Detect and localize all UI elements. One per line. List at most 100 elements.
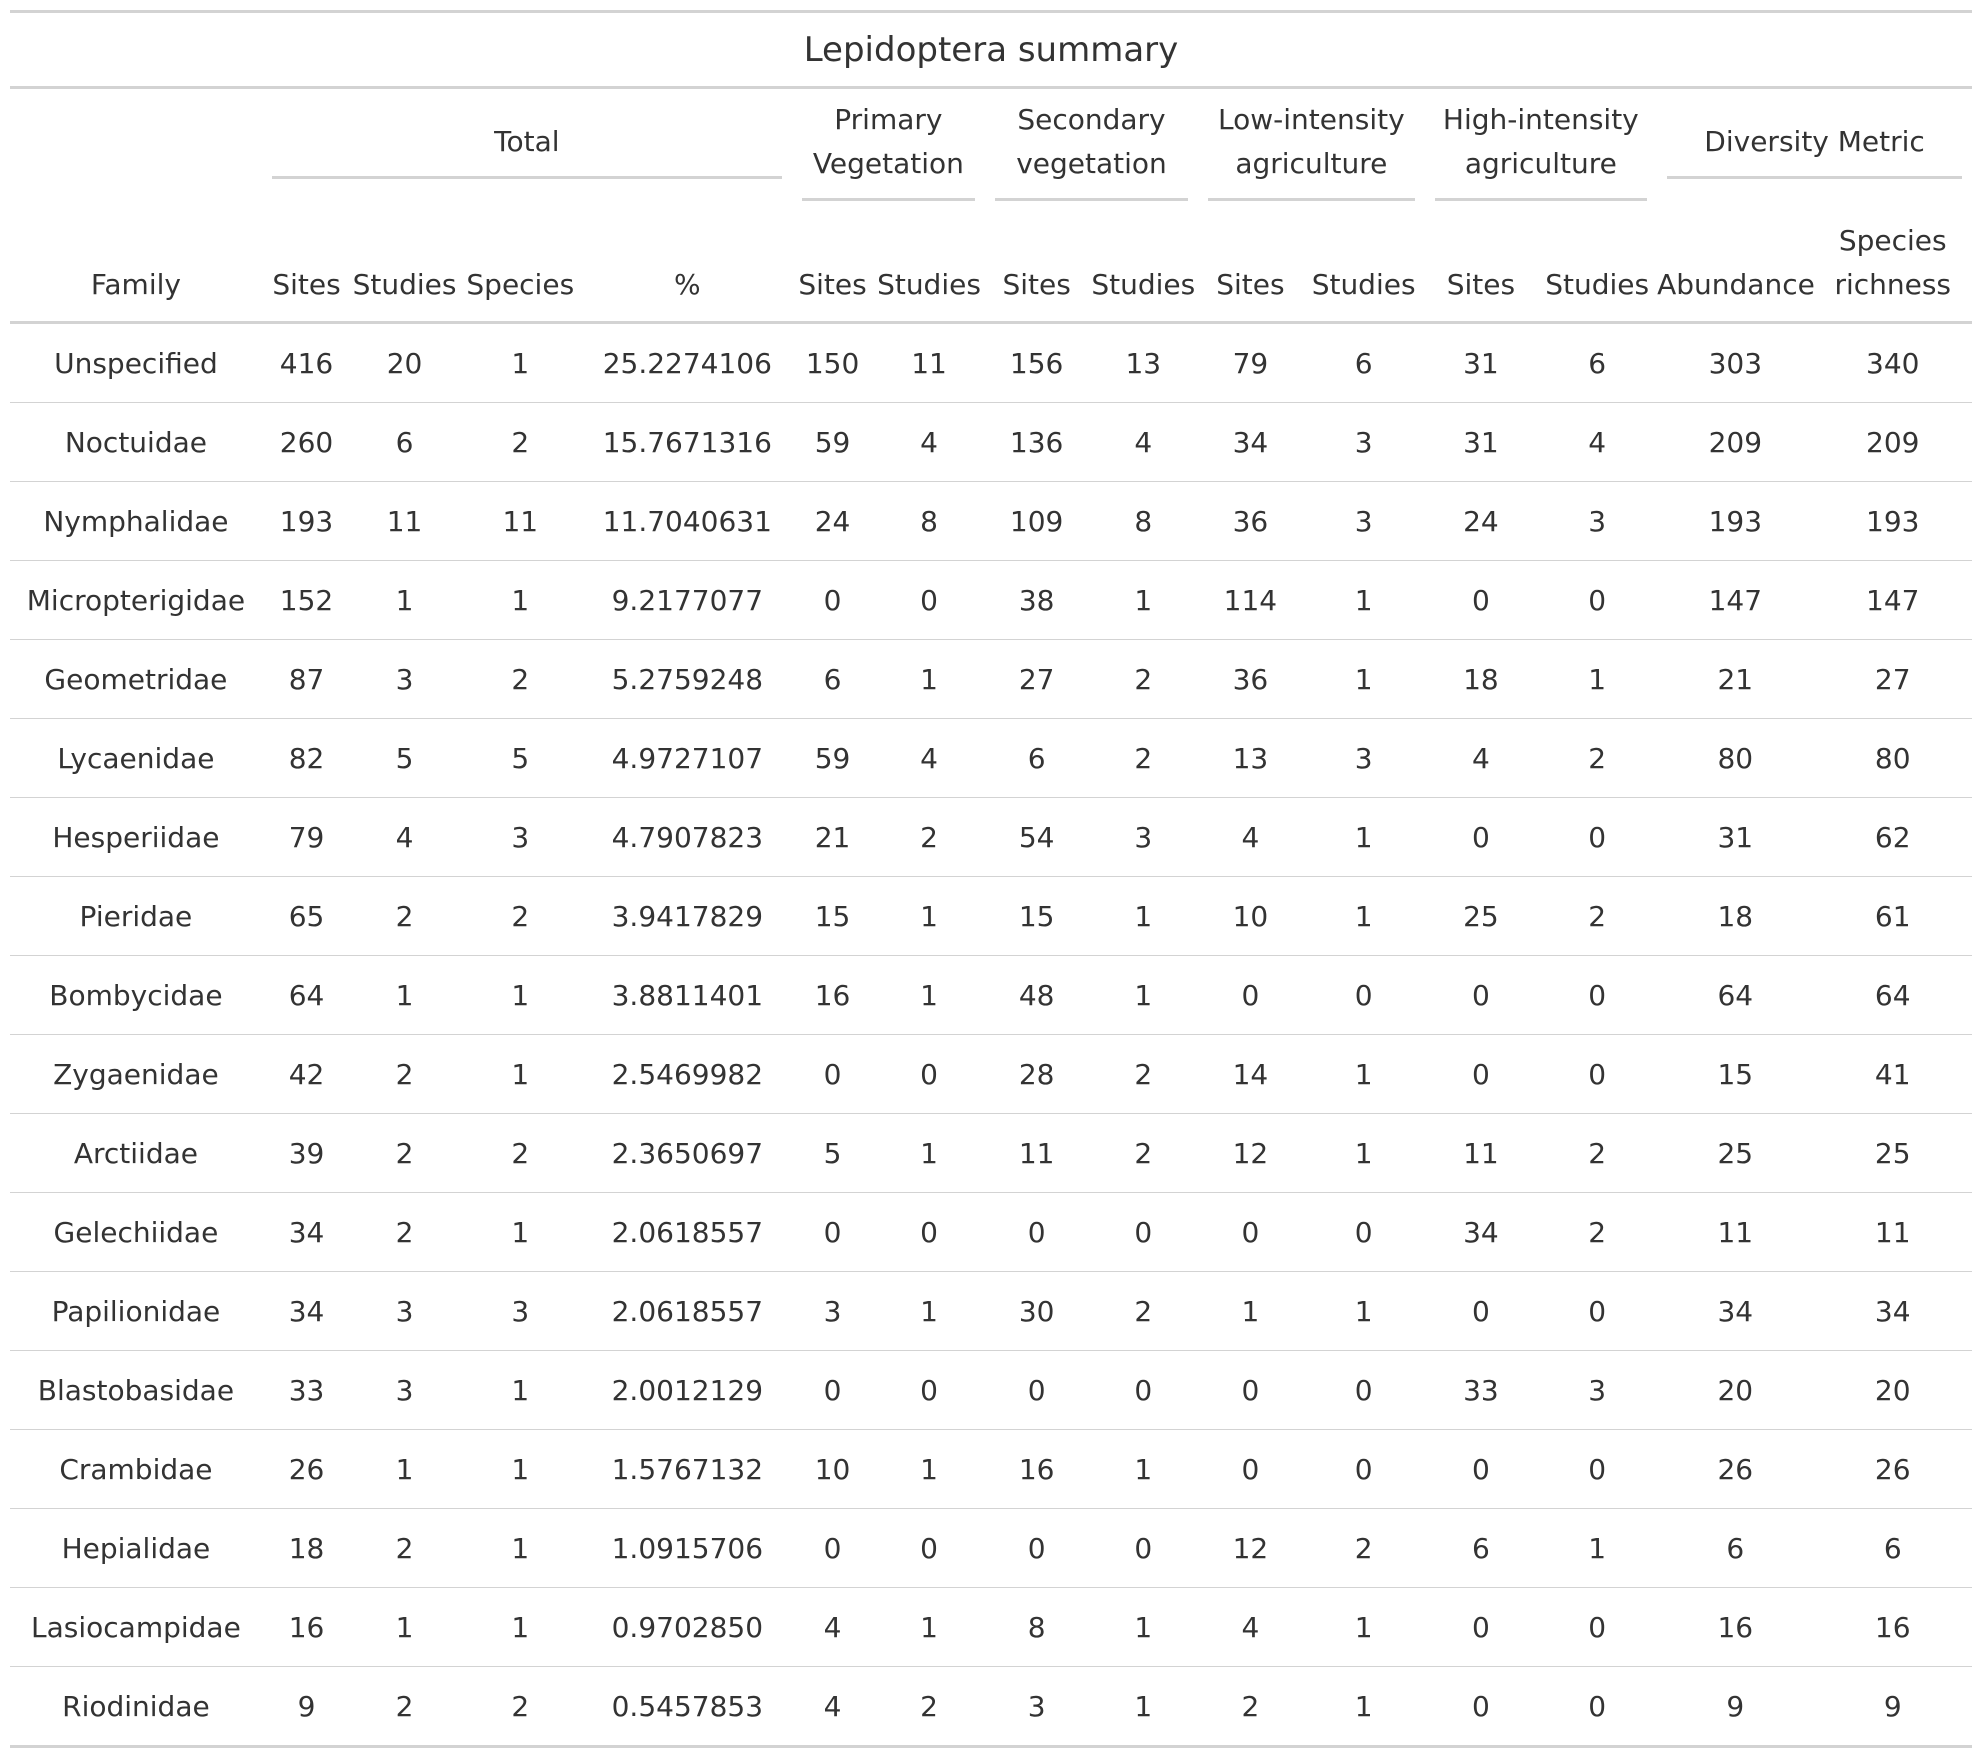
- cell-family: Arctiidae: [10, 1113, 262, 1193]
- cell-secondary-sites: 30: [984, 1271, 1089, 1351]
- cell-high-sites: 0: [1424, 955, 1538, 1035]
- cell-primary-sites: 4: [791, 1587, 874, 1667]
- cell-high-studies: 2: [1537, 876, 1658, 956]
- cell-secondary-sites: 6: [984, 718, 1089, 798]
- cell-abundance: 16: [1657, 1587, 1814, 1667]
- cell-primary-sites: 10: [791, 1429, 874, 1509]
- cell-abundance: 34: [1657, 1271, 1814, 1351]
- cell-secondary-studies: 2: [1088, 639, 1199, 719]
- cell-total-percent: 2.0012129: [582, 1350, 792, 1430]
- cell-secondary-studies: 0: [1088, 1350, 1199, 1430]
- cell-species-richness: 20: [1813, 1350, 1972, 1430]
- cell-primary-studies: 11: [911, 346, 947, 380]
- cell-family: Hepialidae: [10, 1508, 262, 1588]
- cell-low-studies: 0: [1302, 1192, 1425, 1272]
- cell-high-sites: 0: [1424, 560, 1538, 640]
- cell-primary-studies: 1: [873, 639, 985, 719]
- cell-secondary-studies: 1: [1088, 1666, 1199, 1747]
- cell-total-studies: 3: [351, 639, 458, 719]
- cell-secondary-studies: 8: [1088, 481, 1199, 561]
- cell-primary-sites: 21: [791, 797, 874, 877]
- cell-secondary-studies: 0: [1088, 1508, 1199, 1588]
- cell-primary-sites: 15: [791, 876, 874, 956]
- cell-low-sites: 4: [1198, 1587, 1303, 1667]
- cell-total-species: 1: [511, 346, 530, 380]
- cell-secondary-studies: 1: [1088, 560, 1199, 640]
- cell-family: Pieridae: [10, 876, 262, 956]
- col-header-species-richness: Species richness: [1813, 210, 1972, 324]
- cell-secondary-sites: 48: [984, 955, 1089, 1035]
- cell-low-sites: 36: [1198, 481, 1303, 561]
- cell-species-richness: 340: [1866, 346, 1920, 380]
- cell-secondary-sites: 11: [984, 1113, 1089, 1193]
- spanner-primary-line1: Primary: [834, 103, 943, 136]
- cell-low-studies: 3: [1302, 402, 1425, 482]
- cell-high-sites: 18: [1424, 639, 1538, 719]
- cell-species-richness: 34: [1813, 1271, 1972, 1351]
- cell-total-species: 2: [457, 402, 583, 482]
- cell-primary-studies: 2: [873, 1666, 985, 1747]
- cell-low-sites: 114: [1198, 560, 1303, 640]
- col-header-high-studies: Studies: [1537, 210, 1658, 324]
- cell-low-studies: 1: [1302, 560, 1425, 640]
- table-row: Nymphalidae 193 11 11 11.7040631 24 8 109 8 36 3 24…: [10, 481, 1972, 561]
- cell-total-studies: 2: [351, 876, 458, 956]
- cell-primary-studies: 0: [873, 1192, 985, 1272]
- cell-total-percent: 25.2274106: [602, 346, 772, 380]
- cell-species-richness: 6: [1813, 1508, 1972, 1588]
- cell-abundance: 147: [1657, 560, 1814, 640]
- cell-low-studies: 3: [1302, 718, 1425, 798]
- cell-primary-studies: 8: [873, 481, 985, 561]
- cell-high-studies: 0: [1537, 955, 1658, 1035]
- cell-low-sites: 4: [1198, 797, 1303, 877]
- cell-low-sites: 13: [1198, 718, 1303, 798]
- cell-total-studies: 5: [351, 718, 458, 798]
- cell-family: Unspecified: [54, 346, 218, 380]
- cell-secondary-sites: 109: [984, 481, 1089, 561]
- cell-abundance: 303: [1708, 346, 1763, 380]
- spanner-secondary-line2: vegetation: [1016, 147, 1167, 180]
- table-row: Riodinidae 9 2 2 0.5457853 4 2 3 1 2 1 0 0 9 9: [10, 1666, 1972, 1747]
- cell-total-studies: 2: [351, 1113, 458, 1193]
- spanner-primary-label: Primary Vegetation: [801, 98, 975, 201]
- cell-primary-sites: 24: [791, 481, 874, 561]
- cell-primary-sites: 150: [805, 346, 860, 380]
- summary-table-container: Lepidoptera summary Total Primary Vegetat…: [10, 10, 1972, 1748]
- col-header-low-studies: Studies: [1302, 210, 1425, 324]
- cell-low-sites: 2: [1198, 1666, 1303, 1747]
- cell-total-sites: 193: [261, 481, 352, 561]
- cell-total-percent: 2.5469982: [582, 1034, 792, 1114]
- cell-secondary-studies: 2: [1088, 718, 1199, 798]
- cell-abundance: 11: [1657, 1192, 1814, 1272]
- cell-low-sites: 1: [1198, 1271, 1303, 1351]
- cell-total-sites: 18: [261, 1508, 352, 1588]
- cell-low-studies: 2: [1302, 1508, 1425, 1588]
- cell-total-sites: 82: [261, 718, 352, 798]
- cell-secondary-studies: 4: [1088, 402, 1199, 482]
- cell-high-studies: 0: [1537, 1034, 1658, 1114]
- cell-primary-sites: 0: [791, 1034, 874, 1114]
- cell-high-studies: 4: [1537, 402, 1658, 482]
- cell-abundance: 25: [1657, 1113, 1814, 1193]
- cell-species-richness: 147: [1813, 560, 1972, 640]
- cell-high-sites: 0: [1424, 1034, 1538, 1114]
- cell-primary-studies: 0: [873, 1350, 985, 1430]
- cell-family: Hesperiidae: [10, 797, 262, 877]
- cell-primary-studies: 1: [873, 1587, 985, 1667]
- cell-secondary-sites: 54: [984, 797, 1089, 877]
- cell-total-percent: 2.0618557: [582, 1192, 792, 1272]
- cell-primary-studies: 1: [873, 1271, 985, 1351]
- cell-primary-studies: 1: [873, 876, 985, 956]
- spanner-primary-vegetation: Primary Vegetation: [792, 88, 985, 211]
- cell-low-studies: 6: [1354, 346, 1373, 380]
- spanner-empty: [10, 88, 262, 211]
- cell-species-richness: 11: [1813, 1192, 1972, 1272]
- cell-high-sites: 31: [1424, 402, 1538, 482]
- cell-high-sites: 0: [1424, 1587, 1538, 1667]
- cell-secondary-studies: 1: [1088, 1587, 1199, 1667]
- col-header-secondary-sites: Sites: [984, 210, 1089, 324]
- table-row: Noctuidae 260 6 2 15.7671316 59 4 136 4 34 3 31 4 209…: [10, 402, 1972, 482]
- cell-species-richness: 209: [1813, 402, 1972, 482]
- spanner-high-intensity: High-intensity agriculture: [1425, 88, 1658, 211]
- cell-primary-sites: 0: [791, 560, 874, 640]
